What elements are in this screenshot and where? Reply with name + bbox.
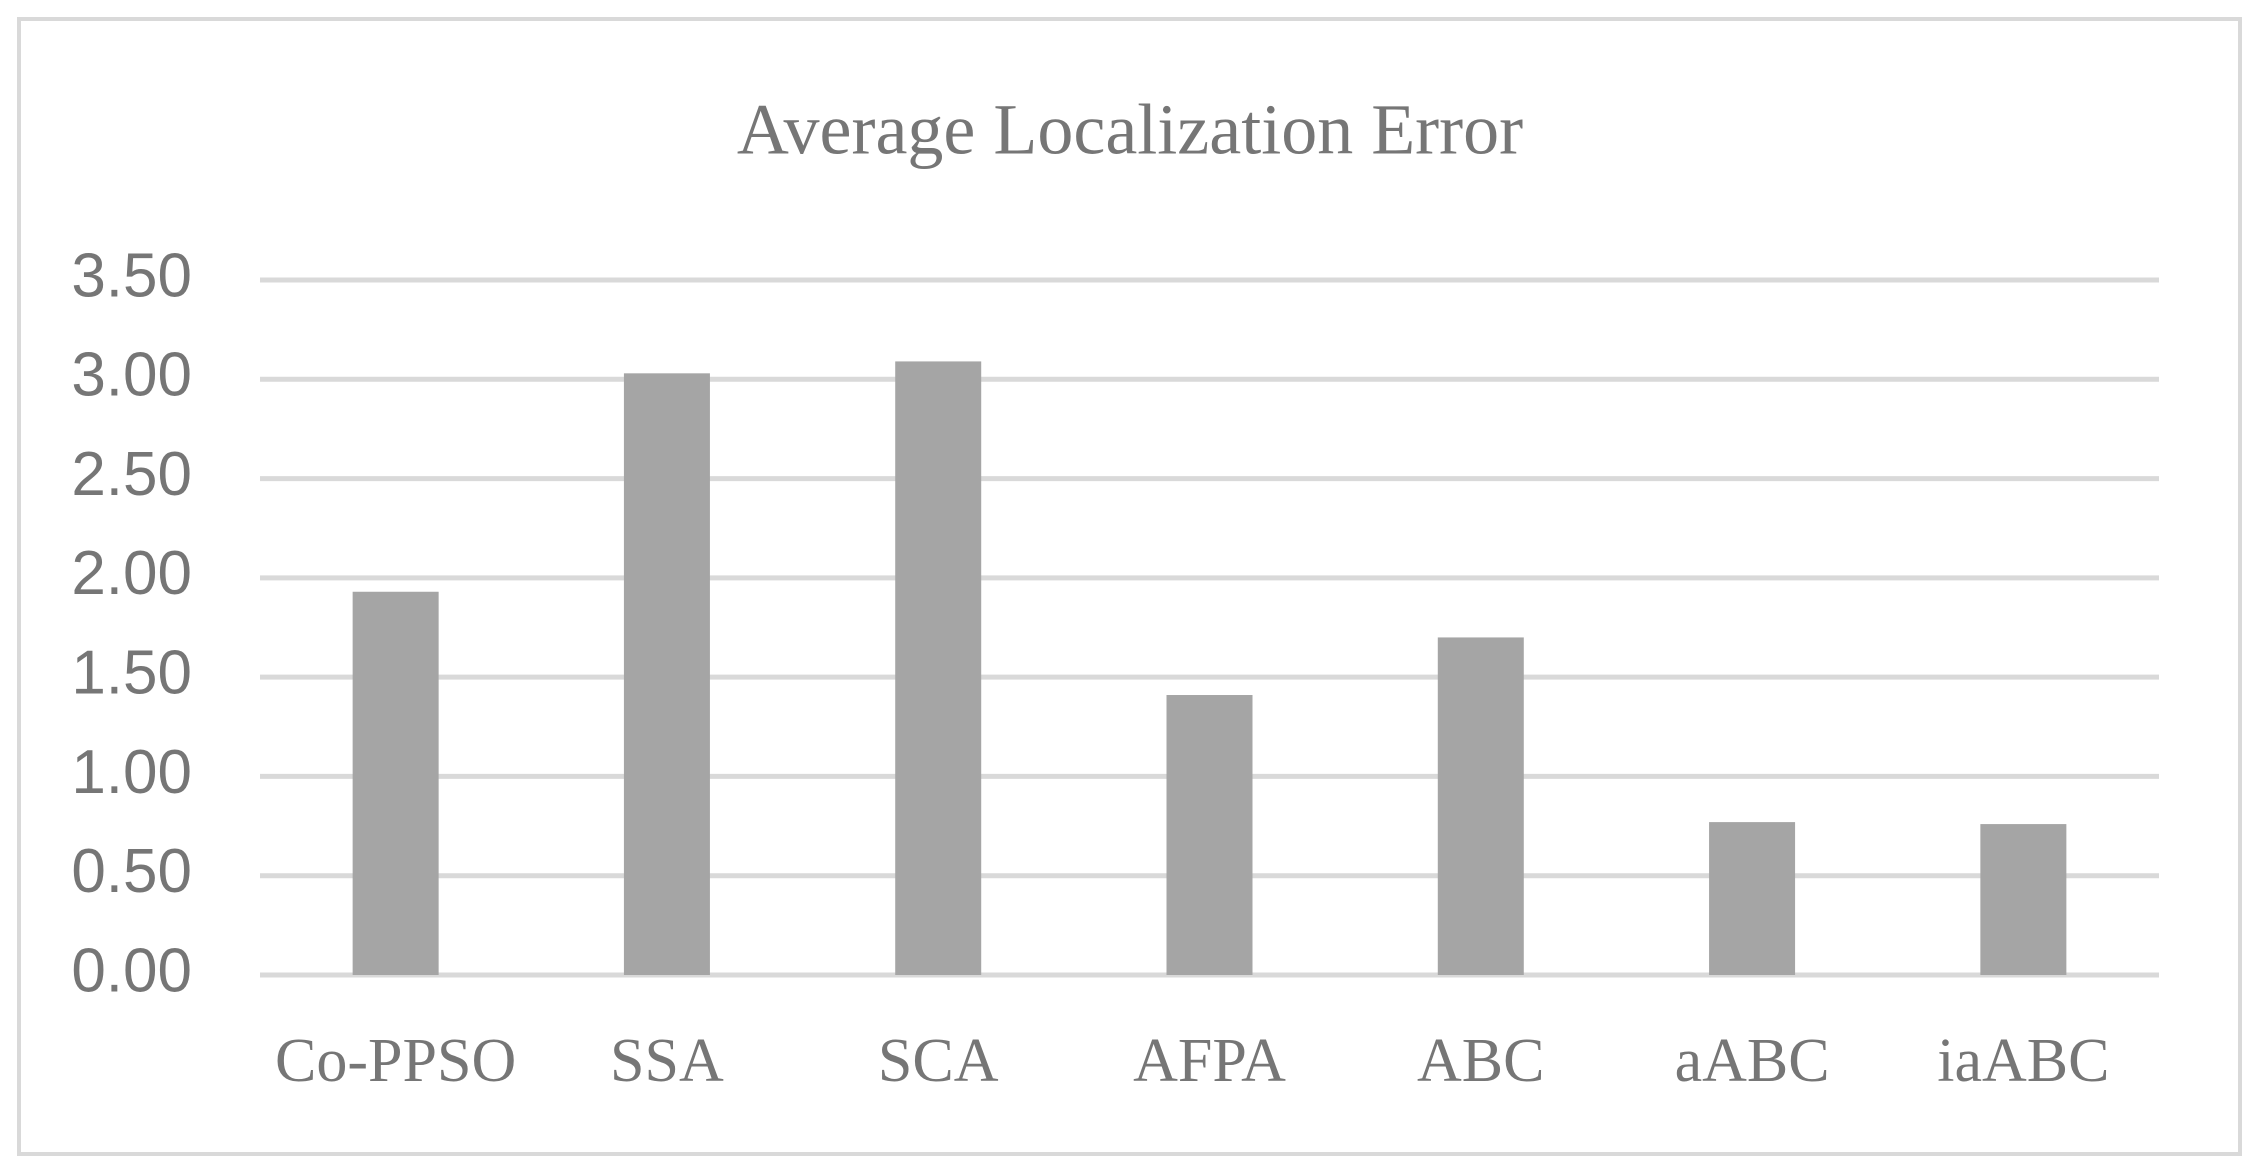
bar — [623, 373, 710, 975]
x-tick-label: Co-PPSO — [275, 1027, 516, 1095]
chart-title: Average Localization Error — [737, 90, 1523, 170]
y-tick-label: 1.50 — [71, 639, 192, 708]
x-tick-label: AFPA — [1133, 1027, 1286, 1095]
y-tick-label: 0.50 — [71, 837, 192, 906]
y-tick-label: 3.00 — [71, 341, 192, 410]
bar — [1980, 824, 2067, 975]
bar — [1166, 695, 1253, 975]
x-tick-label: iaABC — [1937, 1027, 2109, 1095]
chart-frame — [17, 17, 2242, 1156]
y-tick-label: 2.00 — [71, 539, 192, 608]
x-tick-label: ABC — [1417, 1027, 1544, 1095]
y-tick-label: 3.50 — [71, 241, 192, 310]
bar — [352, 591, 439, 975]
bar — [895, 361, 982, 975]
x-tick-label: SCA — [878, 1027, 999, 1095]
bar — [1709, 822, 1796, 975]
bar — [1437, 637, 1524, 975]
y-tick-label: 2.50 — [71, 440, 192, 509]
x-tick-label: aABC — [1675, 1027, 1830, 1095]
y-tick-label: 0.00 — [71, 936, 192, 1005]
x-tick-label: SSA — [610, 1027, 724, 1095]
y-tick-label: 1.00 — [71, 738, 192, 807]
